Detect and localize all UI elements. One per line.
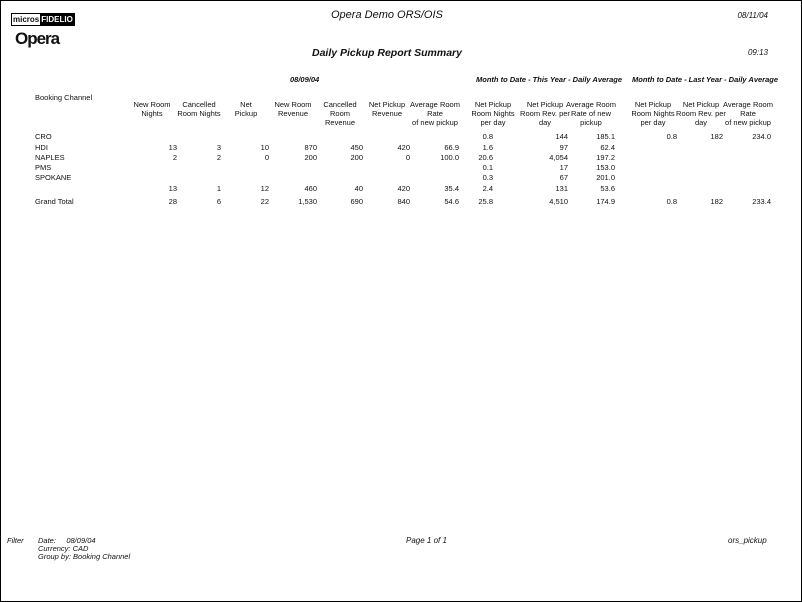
column-header: Average Room Rate of new pickup [410, 100, 460, 127]
table-row-cell: 97 [559, 143, 568, 152]
grand-total-channel: Grand Total [35, 197, 74, 206]
table-row-cell: 460 [304, 184, 317, 193]
table-row-cell: 67 [559, 173, 568, 182]
filter-date: Date: 08/09/04 [38, 536, 96, 545]
table-row-cell: 0.1 [482, 163, 493, 172]
column-header: Cancelled Room Nights [177, 100, 221, 118]
table-row-cell: 17 [559, 163, 568, 172]
table-row-cell: 0 [264, 153, 269, 162]
table-row-cell: 66.9 [444, 143, 459, 152]
grand-total-cell: 182 [710, 197, 723, 206]
print-date: 08/11/04 [737, 11, 768, 20]
table-row-cell: 1.6 [482, 143, 493, 152]
table-row-cell: 2 [216, 153, 221, 162]
column-header: Average Room Rate of new pickup [723, 100, 773, 127]
table-row-cell: 2.4 [482, 184, 493, 193]
table-row-cell: 185.1 [596, 132, 615, 141]
grand-total-cell: 4,510 [549, 197, 568, 206]
table-row-cell: 100.0 [440, 153, 459, 162]
grand-total-cell: 174.9 [596, 197, 615, 206]
table-row-channel: HDI [35, 143, 48, 152]
table-row-cell: 35.4 [444, 184, 459, 193]
table-row-cell: 870 [304, 143, 317, 152]
grand-total-cell: 1,530 [298, 197, 317, 206]
filter-group-by: Group by: Booking Channel [38, 552, 131, 561]
table-row-cell: 420 [397, 184, 410, 193]
column-header: New Room Revenue [274, 100, 312, 118]
table-row-cell: 0.3 [482, 173, 493, 182]
table-row-cell: 53.6 [600, 184, 615, 193]
table-row-channel: NAPLES [35, 153, 65, 162]
column-header: Net Pickup Room Rev. per day [676, 100, 726, 127]
grand-total-cell: 54.6 [444, 197, 459, 206]
table-row-cell: 200 [304, 153, 317, 162]
table-row-cell: 4,054 [549, 153, 568, 162]
group-header-day: 08/09/04 [290, 75, 320, 84]
column-header-booking-channel: Booking Channel [35, 93, 93, 102]
table-row-channel: CRO [35, 132, 52, 141]
table-row-cell: 62.4 [600, 143, 615, 152]
column-header: Net Pickup Room Nights per day [471, 100, 515, 127]
table-row-cell: 12 [260, 184, 269, 193]
grand-total-cell: 22 [260, 197, 269, 206]
column-header: Average Room Rate of new pickup [566, 100, 616, 127]
table-row-cell: 153.0 [596, 163, 615, 172]
column-header: Net Pickup [234, 100, 258, 118]
table-row-channel: SPOKANE [35, 173, 72, 182]
filter-label: Filter [7, 536, 24, 545]
table-row-cell: 0.8 [666, 132, 677, 141]
opera-logo: Opera [15, 29, 60, 48]
grand-total-cell: 25.8 [478, 197, 493, 206]
grand-total-cell: 6 [216, 197, 221, 206]
column-header: New Room Nights [133, 100, 171, 118]
report-id: ors_pickup [728, 536, 767, 545]
column-header: Net Pickup Revenue [368, 100, 406, 118]
grand-total-cell: 28 [168, 197, 177, 206]
table-row-cell: 200 [350, 153, 363, 162]
group-header-mtd-this-year: Month to Date - This Year - Daily Averag… [476, 75, 623, 84]
table-row-cell: 201.0 [596, 173, 615, 182]
table-row-cell: 0.8 [482, 132, 493, 141]
table-row-cell: 234.0 [752, 132, 771, 141]
micros-fidelio-logo: micros FIDELIO [11, 13, 75, 26]
table-row-cell: 182 [710, 132, 723, 141]
table-row-cell: 450 [350, 143, 363, 152]
page-number: Page 1 of 1 [406, 536, 447, 545]
grand-total-cell: 840 [397, 197, 410, 206]
table-row-cell: 2 [172, 153, 177, 162]
group-header-mtd-last-year: Month to Date - Last Year - Daily Averag… [632, 75, 779, 84]
table-row-cell: 144 [555, 132, 568, 141]
grand-total-cell: 690 [350, 197, 363, 206]
table-row-cell: 131 [555, 184, 568, 193]
column-header: Net Pickup Room Nights per day [631, 100, 675, 127]
table-row-cell: 13 [168, 184, 177, 193]
table-row-cell: 197.2 [596, 153, 615, 162]
table-row-cell: 0 [405, 153, 410, 162]
table-row-cell: 420 [397, 143, 410, 152]
table-row-channel: PMS [35, 163, 52, 172]
table-row-cell: 20.6 [478, 153, 493, 162]
table-row-cell: 1 [216, 184, 221, 193]
filter-currency: Currency: CAD [38, 544, 89, 553]
app-title: Opera Demo ORS/OIS [331, 9, 443, 21]
table-row-cell: 10 [260, 143, 269, 152]
column-header: Cancelled Room Revenue [323, 100, 357, 127]
grand-total-cell: 0.8 [666, 197, 677, 206]
column-header: Net Pickup Room Rev. per day [520, 100, 570, 127]
table-row-cell: 3 [216, 143, 221, 152]
grand-total-cell: 233.4 [752, 197, 771, 206]
print-time: 09:13 [747, 48, 768, 57]
report-title: Daily Pickup Report Summary [312, 47, 462, 59]
table-row-cell: 13 [168, 143, 177, 152]
table-row-cell: 40 [354, 184, 363, 193]
